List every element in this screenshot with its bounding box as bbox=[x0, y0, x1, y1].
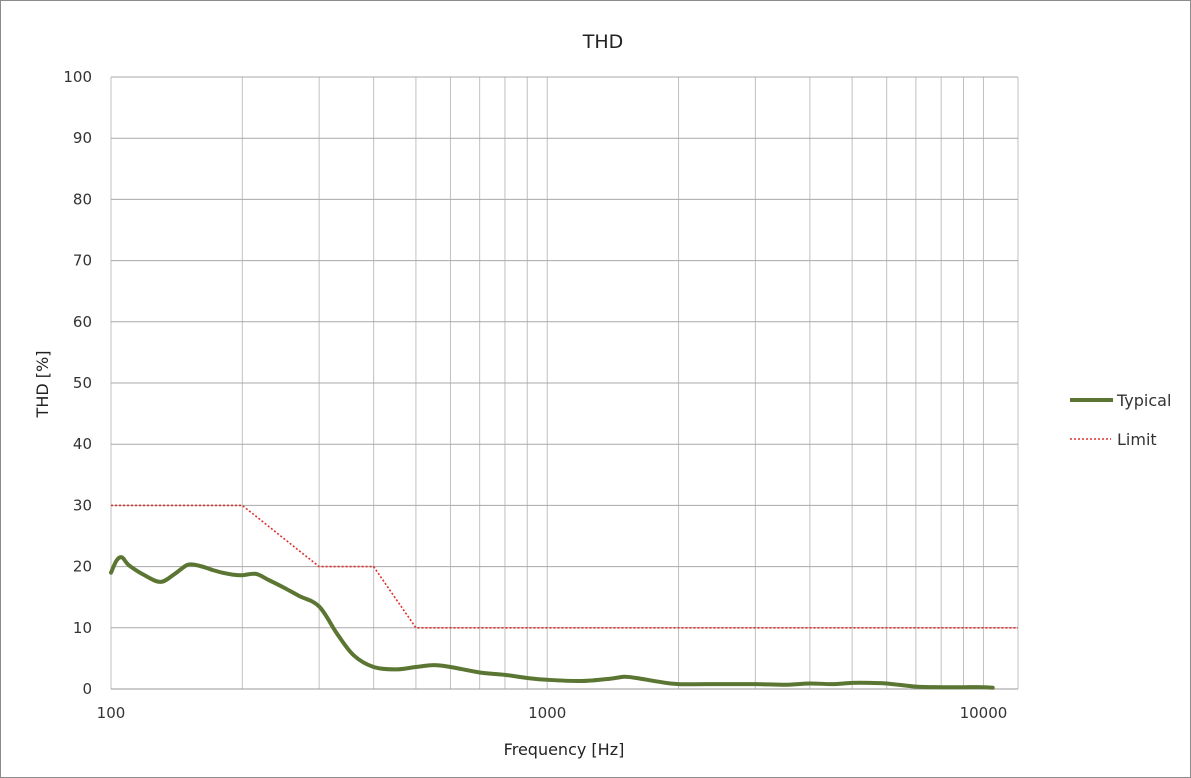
grid-major bbox=[111, 76, 1018, 690]
x-tick-labels: 100 1000 10000 bbox=[97, 704, 1008, 722]
legend-label-limit: Limit bbox=[1117, 430, 1157, 449]
x-tick-label: 100 bbox=[97, 704, 126, 722]
chart-title: THD bbox=[582, 31, 624, 53]
y-tick-label: 50 bbox=[73, 374, 92, 392]
series-layer bbox=[109, 504, 1018, 690]
y-tick-label: 80 bbox=[73, 190, 92, 208]
y-tick-label: 40 bbox=[73, 435, 92, 453]
y-tick-label: 100 bbox=[63, 68, 92, 86]
y-tick-label: 30 bbox=[73, 496, 92, 514]
y-axis-title: THD [%] bbox=[33, 351, 52, 419]
y-tick-label: 90 bbox=[73, 129, 92, 147]
legend: Typical Limit bbox=[1070, 391, 1171, 449]
y-tick-label: 70 bbox=[73, 252, 92, 270]
legend-label-typical: Typical bbox=[1116, 391, 1171, 410]
series-line-limit bbox=[111, 504, 1018, 629]
y-tick-label: 20 bbox=[73, 558, 92, 576]
y-tick-label: 60 bbox=[73, 313, 92, 331]
x-tick-label: 10000 bbox=[960, 704, 1008, 722]
y-tick-label: 0 bbox=[82, 680, 92, 698]
series-line-typical bbox=[109, 555, 995, 690]
x-axis-title: Frequency [Hz] bbox=[504, 740, 625, 759]
x-tick-label: 1000 bbox=[528, 704, 566, 722]
y-tick-label: 10 bbox=[73, 619, 92, 637]
y-tick-labels: 0 10 20 30 40 50 60 70 80 90 100 bbox=[63, 68, 92, 698]
